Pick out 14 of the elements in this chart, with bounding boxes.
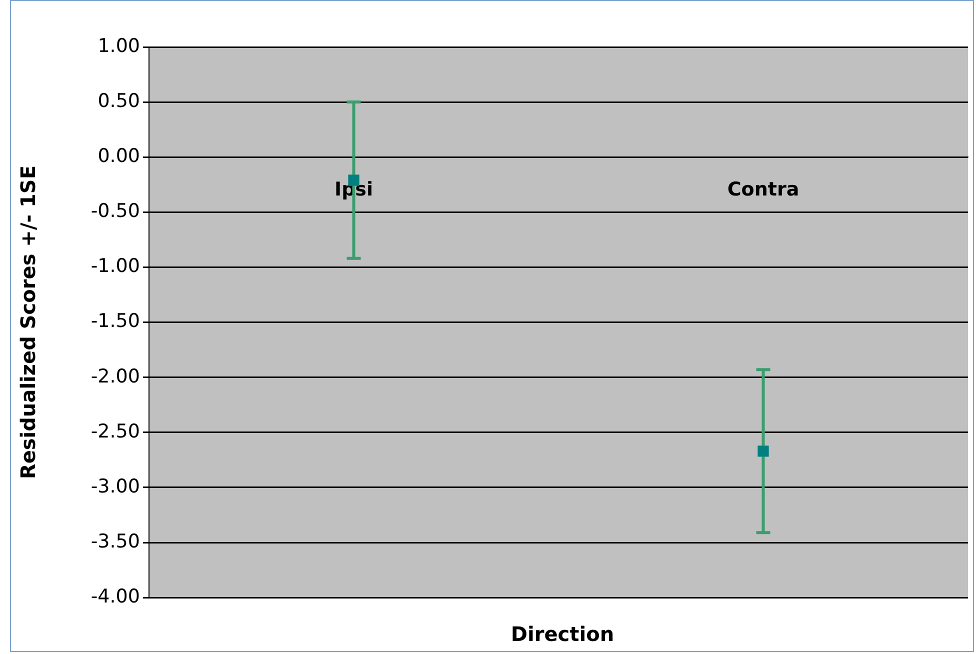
x-tick-label: Contra xyxy=(727,178,800,200)
y-tick-label: 0.00 xyxy=(98,145,140,168)
y-tick-label: -3.00 xyxy=(90,475,140,498)
y-tick-label: -4.00 xyxy=(90,586,140,608)
y-tick-label: -3.50 xyxy=(90,530,140,552)
y-tick-label: -0.50 xyxy=(90,200,140,222)
y-tick-label: -1.00 xyxy=(90,255,140,278)
y-tick-label: 0.50 xyxy=(98,90,140,112)
y-tick-label: -2.00 xyxy=(90,365,140,388)
y-tick-label: 1.00 xyxy=(98,34,140,57)
x-axis-title: Direction xyxy=(510,622,616,646)
y-tick-label: -1.50 xyxy=(90,310,140,332)
y-tick-label: -2.50 xyxy=(90,420,140,442)
y-axis-title: Residualized Scores +/- 1SE xyxy=(16,166,40,480)
